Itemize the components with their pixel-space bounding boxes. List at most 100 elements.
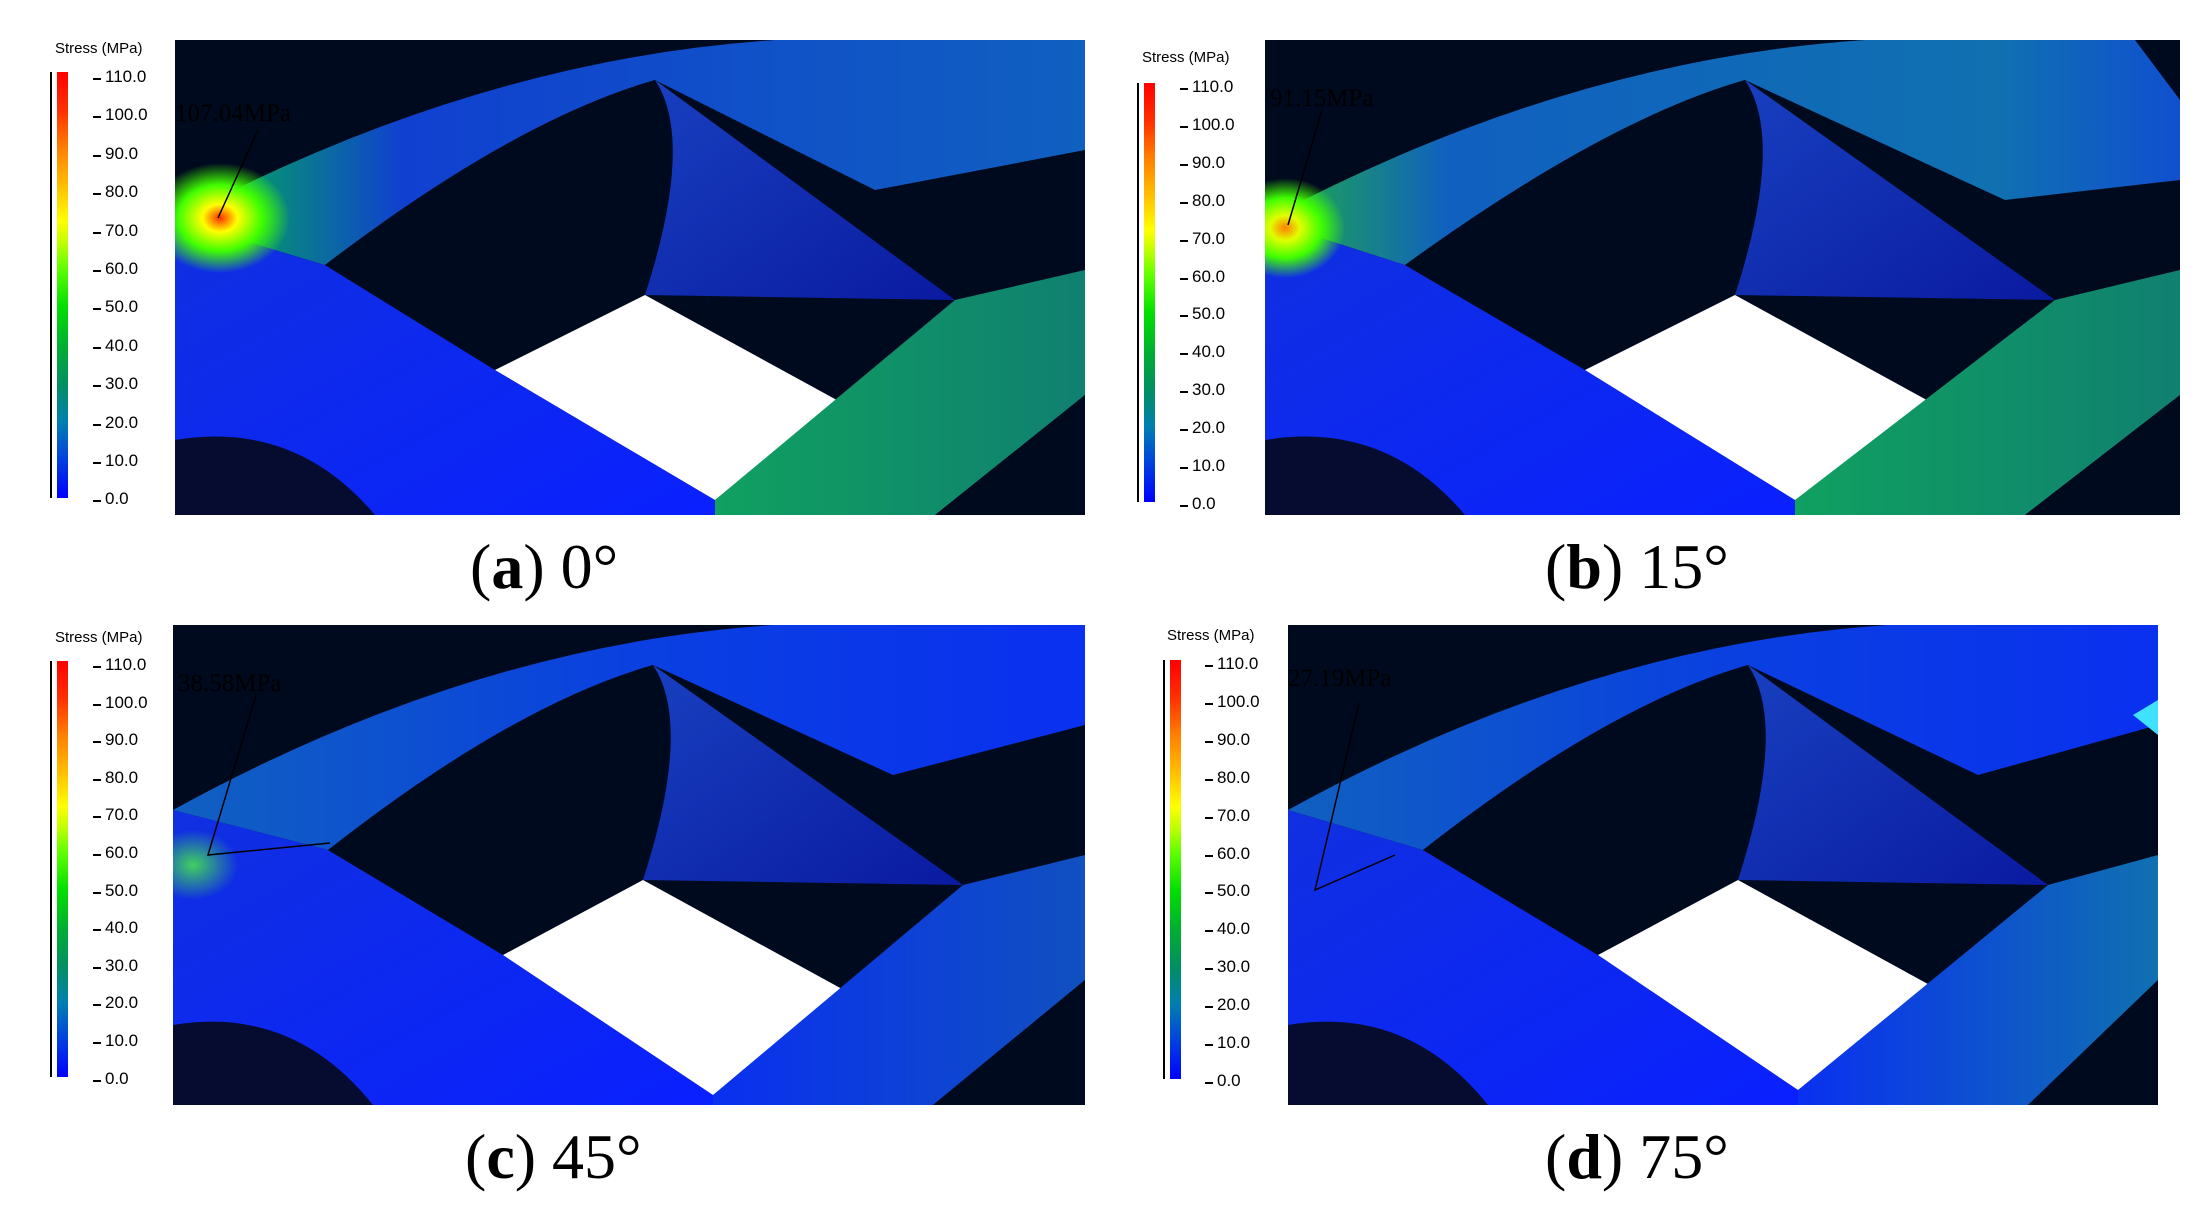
colorbar-tick-label: 90.0 (1192, 152, 1226, 172)
colorbar-tick-label: 90.0 (105, 143, 139, 163)
colorbar-tick-label: 0.0 (1217, 1070, 1241, 1090)
colorbar-tick-mark (1205, 930, 1213, 933)
colorbar-tick-mark (93, 231, 101, 234)
stress-plot-svg (173, 625, 1085, 1105)
colorbar-tick-label: 110.0 (105, 655, 147, 674)
colorbar-tick-mark (1205, 1006, 1213, 1009)
colorbar-tick-mark (1205, 854, 1213, 857)
colorbar-tick-mark (93, 78, 101, 80)
colorbar-tick-label: 110.0 (105, 67, 147, 86)
colorbar-tick-mark (93, 891, 101, 894)
colorbar-axis (50, 72, 52, 498)
colorbar-tick-mark (1180, 88, 1188, 90)
colorbar-tick-mark (93, 703, 101, 706)
colorbar-tick-label: 70.0 (105, 220, 139, 240)
panel-caption: (d) 75° (1545, 1121, 1729, 1192)
colorbar-tick-mark (93, 385, 101, 388)
colorbar-tick-label: 20.0 (105, 993, 139, 1013)
colorbar-tick-label: 80.0 (105, 767, 139, 787)
panel-c: Stress (MPa) (0, 615, 1098, 1230)
colorbar-tick-label: 100.0 (1192, 114, 1235, 134)
colorbar-tick-label: 0.0 (105, 489, 129, 509)
colorbar-tick-label: 40.0 (105, 335, 139, 355)
stress-plot (175, 40, 1085, 515)
colorbar-tick-label: 80.0 (1192, 190, 1226, 210)
panel-angle: 0° (560, 531, 619, 602)
legend-title: Stress (MPa) (55, 40, 143, 57)
colorbar-tick-label: 20.0 (1217, 995, 1251, 1015)
colorbar-tick-label: 90.0 (105, 730, 139, 750)
colorbar-tick-label: 40.0 (1192, 342, 1226, 362)
colorbar-axis (1163, 660, 1165, 1079)
panel-caption: (c) 45° (465, 1121, 642, 1192)
colorbar-tick-mark (93, 423, 101, 426)
max-stress-label: 38.58MPa (178, 670, 282, 697)
colorbar-tick-label: 70.0 (1217, 805, 1251, 825)
colorbar-tick-label: 30.0 (1217, 957, 1251, 977)
colorbar-tick-mark (1205, 665, 1213, 667)
colorbar-tick-label: 30.0 (105, 955, 139, 975)
colorbar-tick-mark (1180, 467, 1188, 469)
colorbar-tick-mark (93, 270, 101, 272)
colorbar (57, 72, 68, 498)
colorbar-tick-label: 0.0 (105, 1068, 129, 1088)
panel-a: Stress (MPa) (0, 0, 1098, 615)
panel-angle: 15° (1639, 531, 1729, 602)
colorbar-tick-mark (1180, 391, 1188, 394)
colorbar-tick-label: 100.0 (105, 105, 148, 125)
colorbar-tick-label: 100.0 (1217, 691, 1260, 711)
colorbar-tick-label: 50.0 (105, 297, 139, 317)
panel-angle: 75° (1639, 1121, 1729, 1192)
colorbar-tick-label: 60.0 (1217, 843, 1251, 863)
stress-plot-svg (1288, 625, 2158, 1105)
colorbar-tick-label: 50.0 (1217, 881, 1251, 901)
colorbar-tick-mark (93, 966, 101, 969)
colorbar-tick-mark (93, 308, 101, 311)
colorbar-tick-label: 100.0 (105, 692, 148, 712)
colorbar-tick-mark (93, 154, 101, 157)
colorbar-tick-mark (93, 116, 101, 119)
panel-letter: c (486, 1121, 515, 1192)
colorbar-tick-mark (93, 462, 101, 464)
colorbar (1144, 83, 1155, 502)
colorbar-tick-label: 60.0 (105, 259, 139, 278)
colorbar-tick-mark (1205, 1081, 1213, 1084)
colorbar-tick-mark (1205, 968, 1213, 971)
colorbar-axis (50, 661, 52, 1077)
colorbar-axis (1137, 83, 1139, 502)
colorbar-tick-mark (1180, 353, 1188, 356)
colorbar (57, 661, 68, 1077)
colorbar-tick-label: 0.0 (1192, 493, 1216, 513)
colorbar-tick-label: 40.0 (1217, 919, 1251, 939)
panel-letter: b (1566, 531, 1602, 602)
colorbar-tick-mark (1180, 277, 1188, 280)
colorbar-tick-label: 50.0 (105, 880, 139, 900)
colorbar-tick-label: 80.0 (105, 182, 139, 202)
colorbar-tick-mark (93, 778, 101, 781)
colorbar-tick-label: 30.0 (105, 374, 139, 394)
colorbar-tick-mark (93, 1079, 101, 1082)
colorbar-tick-label: 80.0 (1217, 767, 1251, 787)
colorbar-tick-mark (1180, 429, 1188, 432)
colorbar-tick-label: 60.0 (1192, 266, 1226, 286)
max-stress-label: 91.15MPa (1270, 85, 1374, 112)
panel-letter: a (491, 531, 524, 602)
stress-plot-svg (1265, 40, 2180, 515)
colorbar-tick-mark (1180, 315, 1188, 318)
colorbar-tick-mark (1180, 201, 1188, 204)
colorbar-tick-mark (93, 854, 101, 856)
legend-title: Stress (MPa) (55, 629, 143, 646)
colorbar-tick-label: 60.0 (105, 843, 139, 862)
colorbar-tick-label: 20.0 (105, 412, 139, 432)
colorbar-tick-mark (93, 193, 101, 196)
leader-line (217, 129, 259, 219)
colorbar-tick-mark (93, 666, 101, 668)
colorbar-tick-label: 10.0 (105, 451, 139, 470)
stress-plot-svg (175, 40, 1085, 515)
colorbar-tick-mark (1205, 816, 1213, 819)
colorbar-tick-label: 30.0 (1192, 380, 1226, 400)
panel-caption: (b) 15° (1545, 531, 1729, 602)
colorbar-tick-mark (1205, 702, 1213, 705)
legend-title: Stress (MPa) (1142, 49, 1230, 66)
colorbar-tick-label: 10.0 (105, 1031, 139, 1050)
